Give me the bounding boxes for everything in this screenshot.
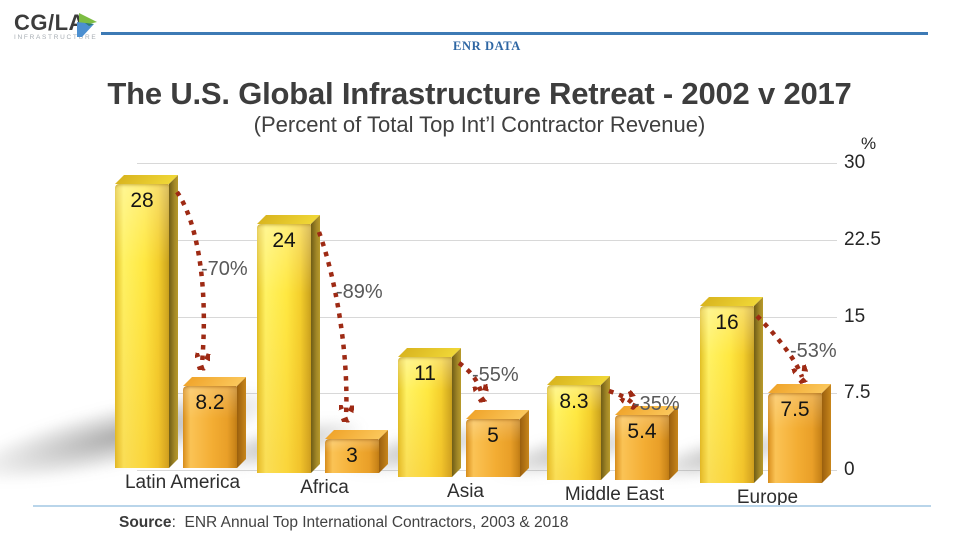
bar-side-face (237, 377, 246, 468)
bar-group-europe: 16 7.5 -53% Europe (635, 150, 837, 508)
page-subtitle: (Percent of Total Top Int’l Contractor R… (253, 112, 706, 137)
bar-2017: 5 (466, 410, 529, 477)
bar-value-label: 28 (130, 189, 154, 212)
y-tick-label: 7.5 (844, 382, 871, 403)
bar-value-label: 5.4 (627, 420, 657, 443)
grid-line (137, 240, 837, 241)
bar-2017: 7.5 (768, 384, 831, 483)
bar-value-label: 8.2 (195, 391, 225, 414)
bar-side-face (311, 215, 320, 473)
chart-plot: % 30 22.5 15 7.5 0 28 8.2 -70% Latin Ame… (0, 134, 895, 539)
bar-group-asia: 11 5 -55% Asia (333, 150, 533, 502)
bar-side-face (169, 175, 178, 468)
bar-group-latin-america: 28 8.2 -70% Latin America (0, 150, 293, 503)
logo-brand: CG/LA (14, 10, 85, 35)
logo: CG/LA INFRASTRUCTURE (14, 12, 97, 42)
bar-2002: 16 (700, 297, 763, 483)
bar-2017: 5.4 (615, 406, 678, 480)
bar-side-face (520, 410, 529, 477)
page-title: The U.S. Global Infrastructure Retreat -… (107, 76, 852, 111)
bar-2017: 3 (325, 430, 388, 473)
category-label: Europe (736, 487, 799, 508)
footer-rule (33, 505, 931, 507)
change-label: -70% (201, 258, 248, 280)
bar-2002: 8.3 (547, 376, 610, 480)
y-tick-label: 30 (844, 152, 866, 173)
y-tick-label: 22.5 (844, 229, 881, 250)
bar-value-label: 5 (487, 424, 499, 447)
grid-line (137, 163, 837, 164)
category-label: Latin America (124, 472, 241, 493)
bar-value-label: 24 (272, 229, 296, 252)
bar-side-face (601, 376, 610, 480)
change-label: -55% (472, 364, 519, 386)
logo-subtitle: INFRASTRUCTURE (14, 34, 98, 41)
bar-value-label: 8.3 (559, 390, 589, 413)
banner-label: ENR DATA (453, 39, 521, 53)
header-rule (101, 32, 928, 35)
change-label: -89% (336, 281, 383, 303)
change-label: -53% (790, 340, 837, 362)
bar-group-middle-east: 8.3 5.4 -35% Middle East (482, 150, 682, 505)
bar-2002: 28 (115, 175, 178, 468)
source-label: Source (119, 514, 172, 531)
grid-line (137, 317, 837, 318)
source-text: : ENR Annual Top International Contracto… (171, 514, 569, 531)
bar-group-africa: 24 3 -89% Africa (192, 150, 392, 498)
bar-side-face (669, 406, 678, 480)
bar-value-label: 7.5 (780, 398, 810, 421)
bar-2017: 8.2 (183, 377, 246, 468)
bar-side-face (452, 348, 461, 477)
y-tick-label: 0 (844, 459, 855, 480)
category-label: Africa (300, 477, 349, 498)
y-tick-label: 15 (844, 306, 866, 327)
change-label: -35% (633, 393, 680, 415)
source-note: Source: ENR Annual Top International Con… (119, 514, 569, 532)
bar-2002: 11 (398, 348, 461, 477)
bar-value-label: 11 (414, 362, 436, 385)
bar-2002: 24 (257, 215, 320, 473)
bar-value-label: 3 (346, 444, 358, 467)
bar-side-face (822, 384, 831, 483)
category-label: Middle East (564, 484, 665, 505)
bar-value-label: 16 (715, 311, 739, 334)
category-label: Asia (447, 481, 484, 502)
chevron-right-icon (77, 13, 97, 37)
y-axis-unit: % (861, 134, 877, 153)
bar-side-face (754, 297, 763, 483)
